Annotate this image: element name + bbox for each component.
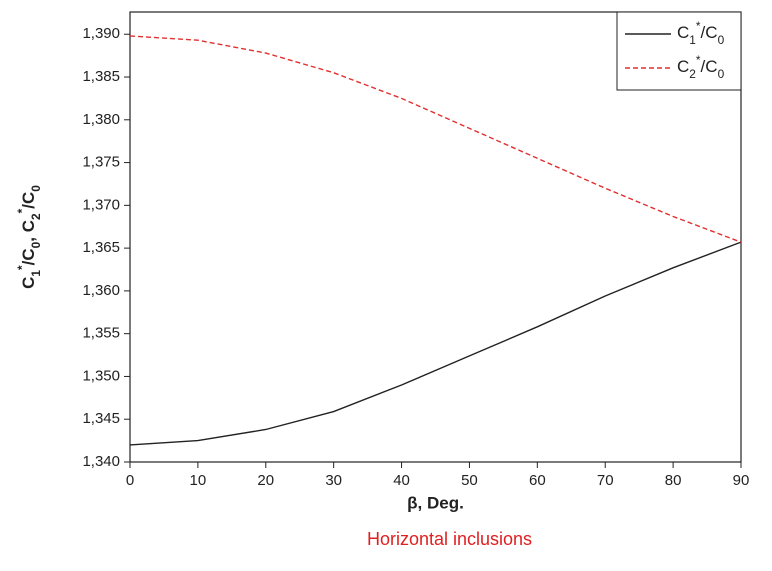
x-tick-label: 20 (257, 472, 274, 489)
y-tick-label: 1,380 (82, 111, 120, 128)
y-axis-title: C1*/C0, C2*/C0 (15, 185, 43, 289)
x-tick-label: 30 (325, 472, 342, 489)
x-tick-label: 40 (393, 472, 410, 489)
y-tick-label: 1,340 (82, 453, 120, 470)
y-tick-label: 1,385 (82, 68, 120, 85)
x-tick-label: 50 (461, 472, 478, 489)
series-line (129, 241, 742, 446)
y-tick-label: 1,390 (82, 25, 120, 42)
y-tick-label: 1,375 (82, 154, 120, 171)
plot-frame (129, 11, 742, 463)
caption: Horizontal inclusions (367, 529, 532, 549)
y-tick-label: 1,365 (82, 239, 120, 256)
x-axis-title: β, Deg. (407, 493, 464, 512)
y-tick-label: 1,360 (82, 282, 120, 299)
x-tick-label: 80 (665, 472, 682, 489)
x-tick-label: 90 (733, 472, 750, 489)
legend-label: C2*/C0 (677, 53, 725, 81)
x-tick-label: 10 (190, 472, 207, 489)
legend-label: C1*/C0 (677, 19, 725, 47)
x-tick-label: 70 (597, 472, 614, 489)
series-line (129, 35, 742, 243)
legend-box (616, 11, 742, 91)
y-tick-label: 1,350 (82, 367, 120, 384)
x-tick-label: 0 (126, 472, 134, 489)
x-tick-label: 60 (529, 472, 546, 489)
y-tick-label: 1,345 (82, 410, 120, 427)
y-tick-label: 1,370 (82, 196, 120, 213)
y-tick-label: 1,355 (82, 325, 120, 342)
